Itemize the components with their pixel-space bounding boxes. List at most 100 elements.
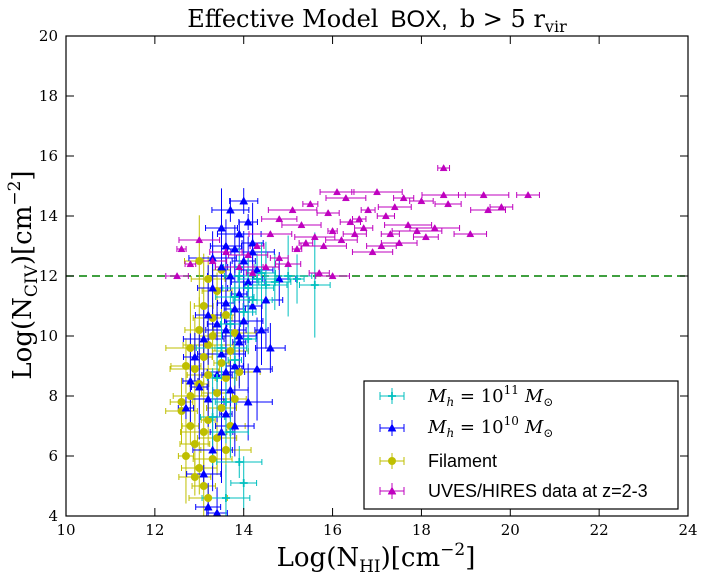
point-Mh_1e10-25 xyxy=(243,217,253,226)
point-Mh_1e10-33 xyxy=(190,352,200,361)
point-Filament-7 xyxy=(190,473,199,481)
point-Mh_1e10-21 xyxy=(239,256,249,265)
point-Filament-3 xyxy=(181,452,190,460)
point-UVES_HIRES-28 xyxy=(439,190,448,199)
point-UVES_HIRES-30 xyxy=(439,163,448,172)
point-Mh_1e10-49 xyxy=(221,367,231,376)
xlabel-after: )[cm xyxy=(381,543,441,573)
point-Mh_1e10-32 xyxy=(199,334,209,343)
point-UVES_HIRES-38 xyxy=(324,208,333,217)
point-Filament-12 xyxy=(199,353,208,361)
point-Mh_1e11-16 xyxy=(208,413,217,421)
point-Mh_1e10-1 xyxy=(203,502,213,511)
x-tick-label-16: 16 xyxy=(323,521,342,539)
point-UVES_HIRES-52 xyxy=(466,229,475,238)
point-Filament-30 xyxy=(221,446,230,454)
point-Mh_1e10-24 xyxy=(234,229,244,238)
point-UVES_HIRES-18 xyxy=(350,229,359,238)
point-UVES_HIRES-6 xyxy=(235,262,244,271)
point-Mh_1e10-3 xyxy=(208,445,218,454)
point-Mh_1e10-10 xyxy=(230,361,240,370)
point-UVES_HIRES-2 xyxy=(186,259,195,268)
point-Mh_1e11-17 xyxy=(226,428,235,436)
point-UVES_HIRES-10 xyxy=(284,259,293,268)
point-UVES_HIRES-9 xyxy=(275,253,284,262)
point-Mh_1e10-9 xyxy=(225,385,235,394)
point-Filament-23 xyxy=(213,389,222,397)
xlabel-end: ] xyxy=(465,543,475,573)
point-Mh_1e10-26 xyxy=(225,205,235,214)
point-Filament-18 xyxy=(204,275,213,283)
y-tick-label-4: 4 xyxy=(48,507,58,525)
point-UVES_HIRES-1 xyxy=(177,244,186,253)
point-Mh_1e10-4 xyxy=(217,427,226,436)
point-Mh_1e10-34 xyxy=(185,376,195,385)
point-UVES_HIRES-47 xyxy=(244,250,253,259)
point-Filament-22 xyxy=(221,374,230,382)
legend-label-mh10: Mh = 1010 M⊙ xyxy=(427,414,553,440)
point-Filament-38 xyxy=(186,344,195,352)
point-UVES_HIRES-37 xyxy=(417,196,426,205)
point-Mh_1e10-37 xyxy=(257,325,266,334)
x-tick-label-12: 12 xyxy=(145,521,164,539)
legend-marker-1 xyxy=(379,420,405,436)
point-UVES_HIRES-31 xyxy=(381,211,390,220)
point-UVES_HIRES-50 xyxy=(497,202,506,211)
point-Mh_1e10-5 xyxy=(221,409,231,418)
y-tick-label-6: 6 xyxy=(48,447,58,465)
point-UVES_HIRES-11 xyxy=(293,244,301,253)
xlabel-main: Log(N xyxy=(277,543,359,573)
point-Mh_1e10-29 xyxy=(217,262,226,271)
legend: Mh = 1011 M⊙ Mh = 1010 M⊙ Filament UVES/HI… xyxy=(363,380,679,510)
point-UVES_HIRES-24 xyxy=(404,220,413,229)
legend-label-mh11: Mh = 1011 M⊙ xyxy=(427,383,553,409)
point-Mh_1e11-8 xyxy=(230,293,239,301)
point-UVES_HIRES-25 xyxy=(413,226,421,235)
legend-markers xyxy=(379,388,405,499)
point-Mh_1e10-0 xyxy=(199,469,209,478)
point-UVES_HIRES-22 xyxy=(386,229,395,238)
point-UVES_HIRES-33 xyxy=(341,193,350,202)
point-UVES_HIRES-21 xyxy=(377,241,386,250)
point-Mh_1e11-0 xyxy=(235,272,244,280)
point-Filament-6 xyxy=(204,494,213,502)
point-UVES_HIRES-42 xyxy=(266,229,275,238)
point-Mh_1e10-36 xyxy=(212,319,222,328)
point-Filament-5 xyxy=(199,482,208,490)
xlabel-sub: HI xyxy=(359,557,381,577)
point-Mh_1e11-23 xyxy=(257,269,266,277)
point-UVES_HIRES-45 xyxy=(328,271,337,280)
x-tick-label-24: 24 xyxy=(678,521,697,539)
point-Mh_1e11-15 xyxy=(221,398,230,406)
point-Filament-13 xyxy=(204,341,213,349)
point-Mh_1e11-10 xyxy=(226,320,235,328)
point-UVES_HIRES-4 xyxy=(208,256,217,265)
point-Mh_1e10-47 xyxy=(248,247,258,256)
point-UVES_HIRES-14 xyxy=(319,241,328,250)
point-Mh_1e10-12 xyxy=(234,337,244,346)
point-Mh_1e11-5 xyxy=(284,272,293,280)
point-Mh_1e10-42 xyxy=(230,421,240,430)
point-Mh_1e10-14 xyxy=(239,316,249,325)
legend-marker-3 xyxy=(379,483,405,499)
point-Mh_1e10-11 xyxy=(217,349,226,358)
point-UVES_HIRES-26 xyxy=(421,232,430,241)
point-UVES_HIRES-8 xyxy=(262,262,270,271)
point-UVES_HIRES-27 xyxy=(430,223,439,232)
point-UVES_HIRES-0 xyxy=(173,271,181,280)
point-Filament-25 xyxy=(230,329,239,337)
point-UVES_HIRES-5 xyxy=(222,247,230,256)
point-UVES_HIRES-34 xyxy=(333,187,341,196)
point-Mh_1e11-9 xyxy=(248,296,257,304)
point-Filament-16 xyxy=(199,302,208,310)
point-Mh_1e11-13 xyxy=(230,356,239,364)
ylabel-sup: −2 xyxy=(5,181,25,206)
point-Filament-24 xyxy=(226,347,235,355)
point-Mh_1e10-19 xyxy=(225,271,235,280)
x-axis-label: Log(NHI)[cm−2] xyxy=(277,540,476,577)
point-Mh_1e11-2 xyxy=(253,275,262,283)
point-Mh_1e11-6 xyxy=(293,275,302,283)
point-UVES_HIRES-43 xyxy=(297,220,306,229)
point-Mh_1e10-43 xyxy=(243,397,253,406)
